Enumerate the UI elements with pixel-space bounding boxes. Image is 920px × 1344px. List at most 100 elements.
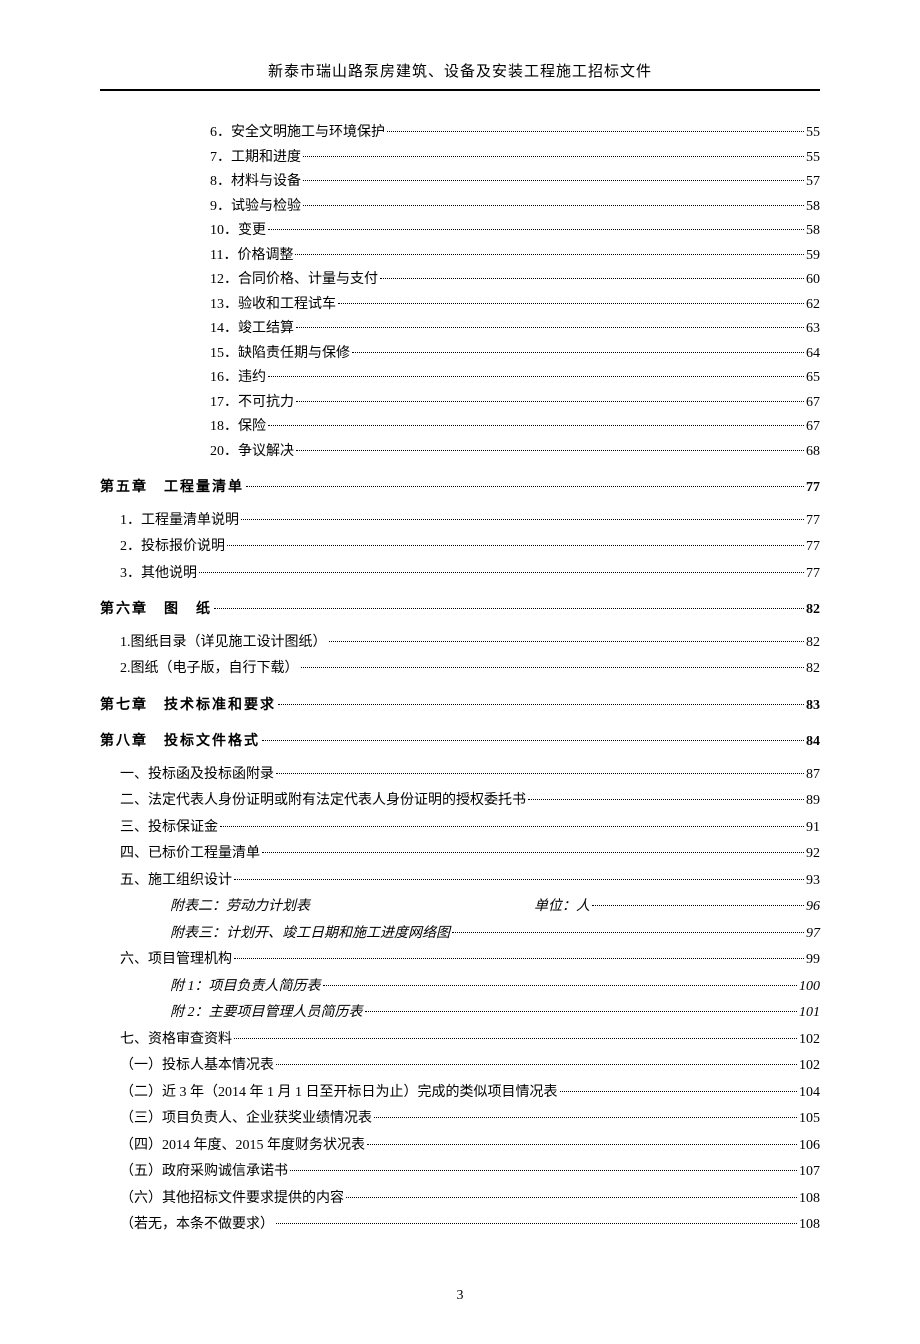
toc-entry: 第六章 图 纸82 xyxy=(100,598,820,623)
toc-entry: 16．违约 65 xyxy=(100,366,820,391)
toc-page: 82 xyxy=(806,631,820,656)
toc-dots xyxy=(220,826,804,827)
toc-dots xyxy=(262,852,804,853)
toc-label: 附 2：主要项目管理人员简历表 xyxy=(120,1001,363,1026)
table-of-contents: 6．安全文明施工与环境保护 557．工期和进度558．材料与设备 579．试验与检验… xyxy=(100,121,820,1238)
toc-entry: 六、项目管理机构99 xyxy=(100,948,820,973)
toc-entry: （三）项目负责人、企业获奖业绩情况表105 xyxy=(100,1107,820,1132)
toc-entry: 第五章 工程量清单77 xyxy=(100,476,820,501)
toc-entry: 附表三：计划开、竣工日期和施工进度网络图 97 xyxy=(100,922,820,947)
toc-page: 102 xyxy=(799,1054,820,1079)
document-header: 新泰市瑞山路泵房建筑、设备及安装工程施工招标文件 xyxy=(100,60,820,91)
toc-entry: 3．其他说明77 xyxy=(100,562,820,587)
toc-dots xyxy=(365,1011,798,1012)
toc-entry: 附 2：主要项目管理人员简历表 101 xyxy=(100,1001,820,1026)
toc-page: 59 xyxy=(806,244,820,269)
toc-entry: 附表二：劳动力计划表 单位：人96 xyxy=(100,895,820,920)
toc-page: 102 xyxy=(799,1028,820,1053)
toc-dots xyxy=(290,1170,797,1171)
toc-label: 18．保险 xyxy=(210,415,266,440)
toc-entry: 20．争议解决 68 xyxy=(100,440,820,465)
toc-label: 六、项目管理机构 xyxy=(120,948,232,973)
toc-dots xyxy=(268,376,804,377)
toc-label: 2．投标报价说明 xyxy=(120,535,225,560)
toc-page: 83 xyxy=(806,694,820,719)
toc-dots xyxy=(276,1223,797,1224)
toc-page: 55 xyxy=(806,146,820,171)
toc-dots xyxy=(234,958,804,959)
toc-label: 20．争议解决 xyxy=(210,440,294,465)
toc-entry: 8．材料与设备 57 xyxy=(100,170,820,195)
toc-page: 67 xyxy=(806,391,820,416)
toc-page: 82 xyxy=(806,598,820,623)
toc-dots xyxy=(323,985,798,986)
toc-dots xyxy=(276,773,804,774)
toc-label: 10．变更 xyxy=(210,219,266,244)
toc-label: 1．工程量清单说明 xyxy=(120,509,239,534)
toc-entry: 11．价格调整 59 xyxy=(100,244,820,269)
toc-dots xyxy=(303,205,804,206)
toc-entry: 第七章 技术标准和要求83 xyxy=(100,694,820,719)
toc-label: （六）其他招标文件要求提供的内容 xyxy=(120,1187,344,1212)
toc-page: 64 xyxy=(806,342,820,367)
toc-label: 8．材料与设备 xyxy=(210,170,301,195)
toc-page: 93 xyxy=(806,869,820,894)
toc-page: 89 xyxy=(806,789,820,814)
toc-page: 58 xyxy=(806,195,820,220)
toc-label: 12．合同价格、计量与支付 xyxy=(210,268,378,293)
toc-label: 一、投标函及投标函附录 xyxy=(120,763,274,788)
toc-dots xyxy=(301,667,805,668)
toc-label: 16．违约 xyxy=(210,366,266,391)
toc-dots xyxy=(380,278,804,279)
toc-label: 15．缺陷责任期与保修 xyxy=(210,342,350,367)
toc-dots xyxy=(329,641,805,642)
toc-entry: （若无，本条不做要求）108 xyxy=(100,1213,820,1238)
toc-label: 11．价格调整 xyxy=(210,244,293,269)
toc-page: 101 xyxy=(799,1001,820,1026)
toc-entry: 6．安全文明施工与环境保护 55 xyxy=(100,121,820,146)
toc-label: （二）近 3 年（2014 年 1 月 1 日至开标日为止）完成的类似项目情况表 xyxy=(120,1081,558,1106)
toc-label: 13．验收和工程试车 xyxy=(210,293,336,318)
toc-page: 55 xyxy=(806,121,820,146)
toc-dots xyxy=(234,1038,797,1039)
toc-entry: 10．变更58 xyxy=(100,219,820,244)
toc-entry: 二、法定代表人身份证明或附有法定代表人身份证明的授权委托书89 xyxy=(100,789,820,814)
toc-entry: 五、施工组织设计 93 xyxy=(100,869,820,894)
toc-dots xyxy=(214,608,804,609)
toc-page: 87 xyxy=(806,763,820,788)
toc-label: 3．其他说明 xyxy=(120,562,197,587)
toc-page: 77 xyxy=(806,509,820,534)
toc-entry: 9．试验与检验58 xyxy=(100,195,820,220)
toc-page: 68 xyxy=(806,440,820,465)
toc-entry: 一、投标函及投标函附录 87 xyxy=(100,763,820,788)
toc-label: 6．安全文明施工与环境保护 xyxy=(210,121,385,146)
toc-page: 104 xyxy=(799,1081,820,1106)
toc-page: 57 xyxy=(806,170,820,195)
toc-dots xyxy=(227,545,804,546)
toc-page: 100 xyxy=(799,975,820,1000)
toc-label: 附表三：计划开、竣工日期和施工进度网络图 xyxy=(120,922,450,947)
toc-dots xyxy=(234,879,804,880)
toc-dots xyxy=(387,131,804,132)
toc-page: 65 xyxy=(806,366,820,391)
toc-page: 62 xyxy=(806,293,820,318)
toc-label: 七、资格审查资料 xyxy=(120,1028,232,1053)
toc-dots xyxy=(296,450,804,451)
toc-page: 92 xyxy=(806,842,820,867)
toc-dots xyxy=(303,156,804,157)
toc-entry: 1．工程量清单说明 77 xyxy=(100,509,820,534)
toc-page: 84 xyxy=(806,730,820,755)
toc-label: 五、施工组织设计 xyxy=(120,869,232,894)
toc-label: （若无，本条不做要求） xyxy=(120,1213,274,1238)
toc-label: 17．不可抗力 xyxy=(210,391,294,416)
toc-entry: （一）投标人基本情况表102 xyxy=(100,1054,820,1079)
toc-page: 97 xyxy=(806,922,820,947)
toc-page: 96 xyxy=(806,895,820,920)
toc-dots xyxy=(276,1064,797,1065)
toc-page: 105 xyxy=(799,1107,820,1132)
toc-entry: 17．不可抗力 67 xyxy=(100,391,820,416)
toc-entry: 7．工期和进度55 xyxy=(100,146,820,171)
toc-entry: 第八章 投标文件格式84 xyxy=(100,730,820,755)
toc-label: （五）政府采购诚信承诺书 xyxy=(120,1160,288,1185)
toc-entry: 14．竣工结算63 xyxy=(100,317,820,342)
